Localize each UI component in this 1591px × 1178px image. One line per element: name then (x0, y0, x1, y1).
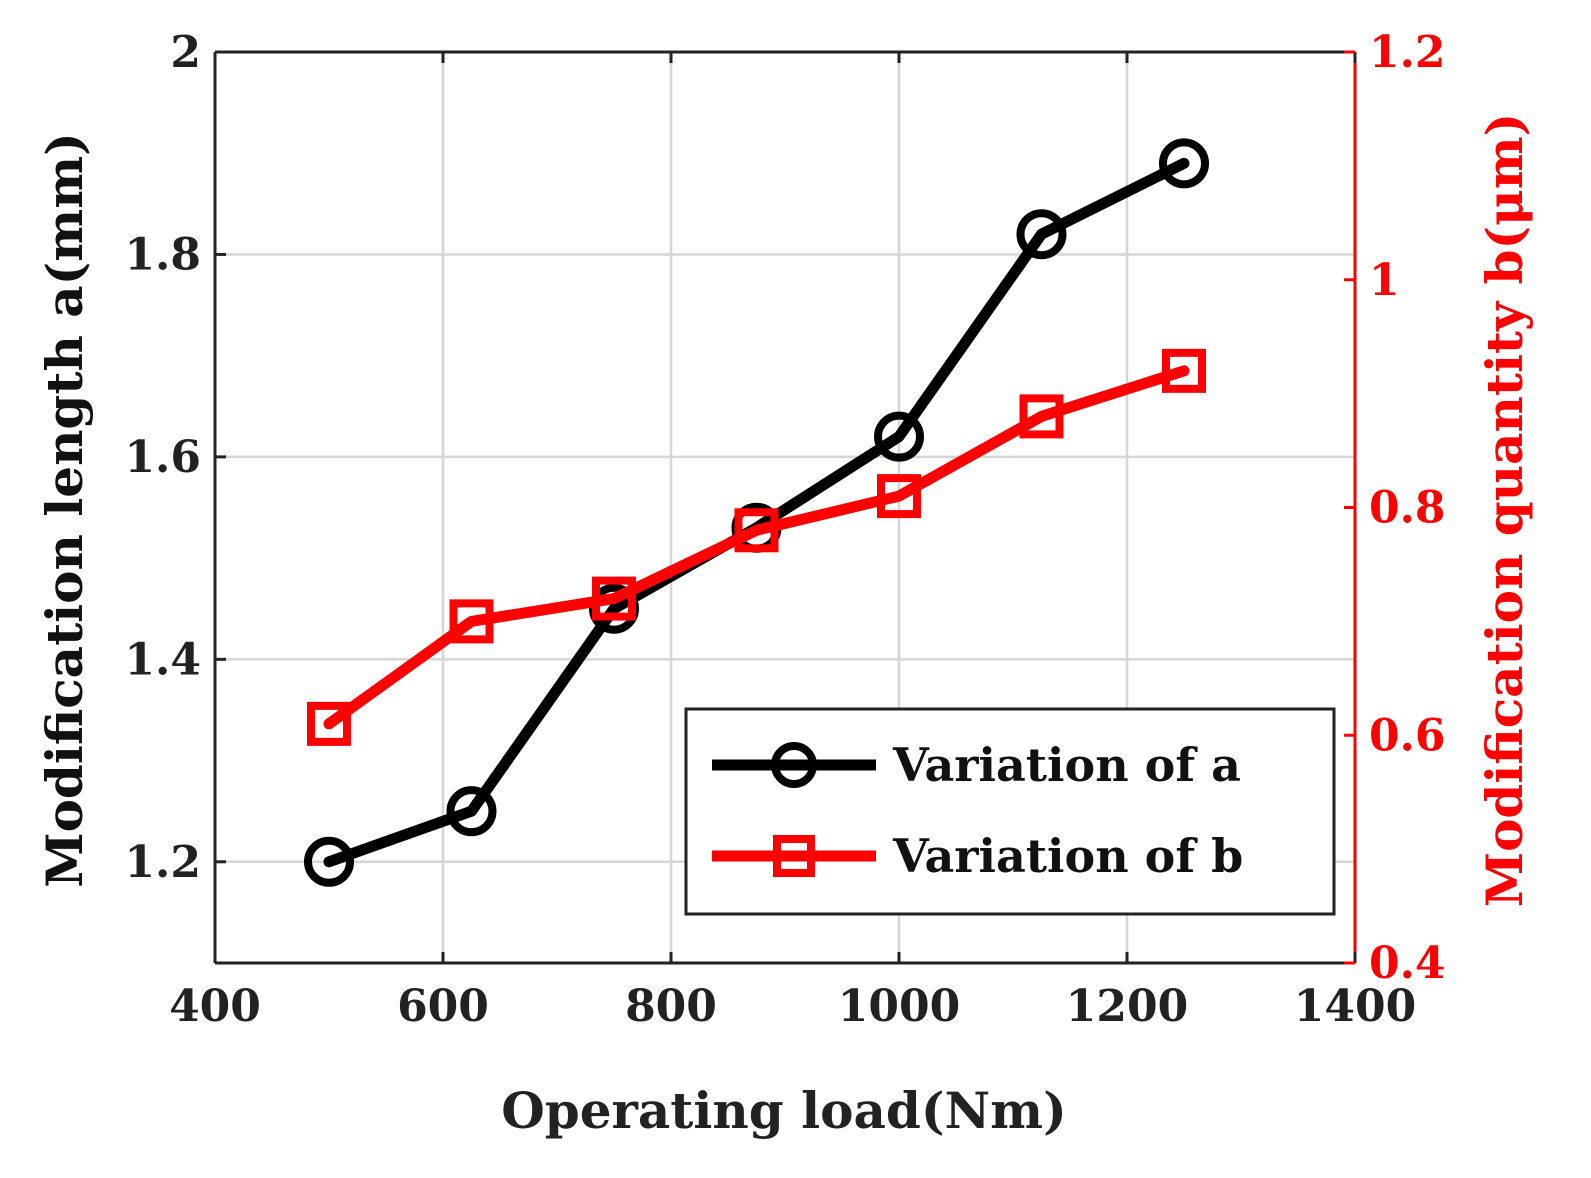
data-point-a (304, 836, 354, 887)
y-tick-label: 2 (170, 27, 201, 78)
y-tick-label: 1.4 (124, 634, 201, 685)
data-point-b (1019, 394, 1064, 439)
x-tick-label: 600 (397, 981, 489, 1032)
data-point-b (734, 508, 779, 553)
y-tick-label: 1.2 (124, 837, 201, 888)
y2-axis-title: Modification quantity b(μm) (1475, 113, 1534, 908)
data-point-a (874, 411, 924, 462)
data-point-a (1016, 209, 1067, 260)
grid-lines (215, 52, 1355, 963)
y2-tick-label: 0.6 (1369, 710, 1446, 761)
y-axis-title: Modification length a(mm) (35, 132, 94, 888)
data-point-b (877, 474, 921, 519)
x-tick-label: 400 (169, 981, 261, 1032)
data-point-b (1162, 348, 1206, 393)
data-point-a (446, 786, 497, 837)
x-tick-label: 1400 (1294, 981, 1416, 1032)
y-tick-label: 1.8 (124, 229, 201, 280)
legend-marker-circle (771, 742, 817, 788)
x-tick-label: 1000 (838, 981, 960, 1032)
x-axis-title: Operating load(Nm) (501, 1081, 1067, 1140)
data-point-a (1159, 138, 1209, 189)
series-layer (304, 138, 1209, 887)
legend-label-b: Variation of b (892, 829, 1243, 883)
data-point-b (449, 599, 494, 644)
x-tick-label: 1200 (1066, 981, 1188, 1032)
y-tick-label: 1.6 (124, 432, 201, 483)
y2-tick-label: 0.4 (1369, 938, 1446, 989)
legend-label-a: Variation of a (892, 738, 1241, 792)
y2-tick-label: 0.8 (1369, 483, 1446, 534)
legend-marker-square (773, 835, 815, 877)
legend: Variation of a Variation of b (684, 707, 1336, 916)
data-point-b (592, 576, 636, 621)
y2-tick-label: 1 (1369, 255, 1400, 306)
axes: 400 600 800 1000 1200 1400 1.2 1.4 1.6 1.8 2 0.4 0.6… (124, 27, 1445, 1032)
data-point-b (307, 701, 351, 746)
x-tick-label: 800 (625, 981, 717, 1032)
y2-tick-label: 1.2 (1369, 27, 1446, 78)
series-line-b (323, 365, 1190, 730)
